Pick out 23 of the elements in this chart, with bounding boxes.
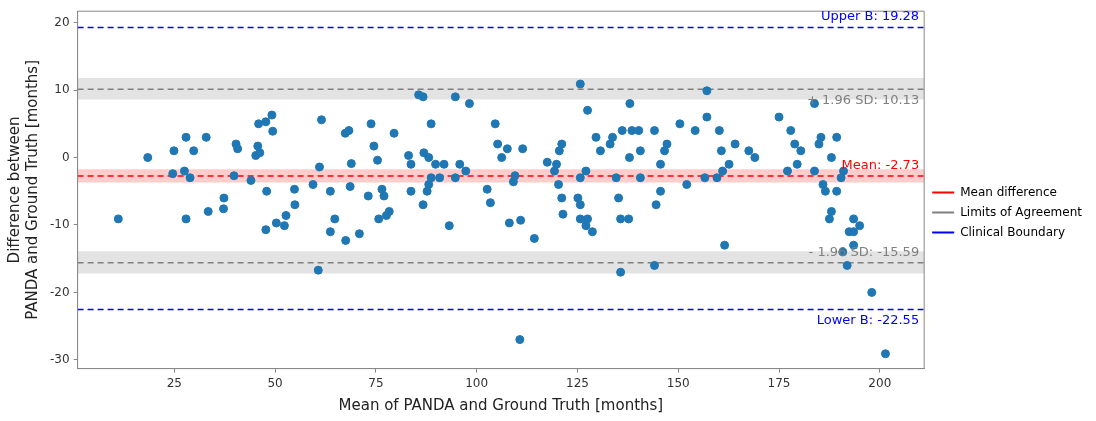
annotation: Lower B: -22.55 bbox=[816, 312, 920, 328]
x-tick-label: 125 bbox=[566, 375, 589, 390]
y-tick-label: 10 bbox=[54, 82, 70, 97]
y-axis-title: Difference between PANDA and Ground Truth [months] bbox=[4, 59, 41, 320]
x-tick-label: 75 bbox=[368, 375, 384, 390]
y-tick-label: 20 bbox=[54, 14, 70, 29]
y-tick-label: -20 bbox=[49, 284, 70, 299]
annotation: Mean: -2.73 bbox=[841, 156, 920, 172]
x-tick-label: 25 bbox=[166, 375, 182, 390]
y-tick-label: -30 bbox=[49, 351, 70, 366]
x-tick-label: 50 bbox=[267, 375, 283, 390]
x-axis-title: Mean of PANDA and Ground Truth [months] bbox=[338, 395, 664, 414]
annotation: Upper B: 19.28 bbox=[821, 8, 920, 24]
annotation: + 1.96 SD: 10.13 bbox=[807, 92, 920, 108]
legend-label: Limits of Agreement bbox=[960, 204, 1083, 219]
legend-label: Clinical Boundary bbox=[960, 224, 1066, 239]
x-tick-label: 150 bbox=[666, 375, 690, 390]
x-tick-label: 175 bbox=[767, 375, 791, 390]
y-tick-label: 0 bbox=[61, 149, 70, 164]
legend-label: Mean difference bbox=[960, 184, 1057, 199]
x-tick-label: 100 bbox=[465, 375, 489, 390]
x-tick-label: 200 bbox=[868, 375, 892, 390]
y-tick-label: -10 bbox=[49, 217, 70, 232]
